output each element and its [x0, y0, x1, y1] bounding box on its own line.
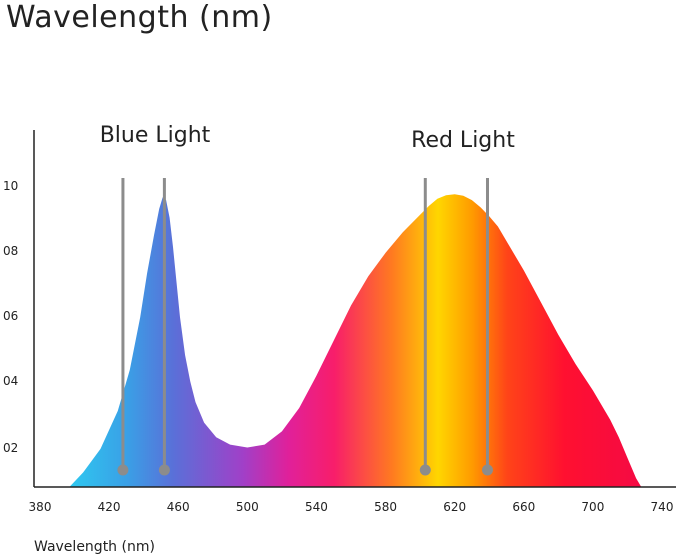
y-tick-label: 02	[3, 441, 18, 455]
x-tick-label: 660	[512, 500, 535, 514]
marker-dot	[481, 464, 493, 476]
marker-layer	[117, 178, 493, 476]
x-tick-label: 580	[374, 500, 397, 514]
y-tick-label: 04	[3, 374, 18, 388]
area-layer	[69, 194, 642, 488]
x-tick-label: 420	[98, 500, 121, 514]
marker-dot	[419, 464, 431, 476]
marker-dot	[117, 464, 129, 476]
x-tick-label: 380	[29, 500, 52, 514]
x-tick-label: 620	[443, 500, 466, 514]
x-axis-label: Wavelength (nm)	[34, 539, 155, 555]
y-tick-label: 06	[3, 309, 18, 323]
marker-dot	[158, 464, 170, 476]
axis-layer: 380 420 460 500 540 580 620 660 700 740 02 04 06 08 10	[3, 130, 676, 514]
band-label: Blue Light	[100, 123, 211, 148]
band-label: Red Light	[411, 128, 515, 153]
x-tick-label: 740	[651, 500, 674, 514]
x-tick-label: 500	[236, 500, 259, 514]
y-tick-label: 08	[3, 244, 18, 258]
label-layer: Blue Light Red Light Wavelength (nm)	[34, 123, 515, 555]
x-tick-label: 540	[305, 500, 328, 514]
chart-title: Wavelength (nm)	[6, 0, 273, 35]
x-tick-label: 700	[581, 500, 604, 514]
spectrum-area	[69, 194, 642, 488]
y-tick-label: 10	[3, 179, 18, 193]
x-tick-label: 460	[167, 500, 190, 514]
